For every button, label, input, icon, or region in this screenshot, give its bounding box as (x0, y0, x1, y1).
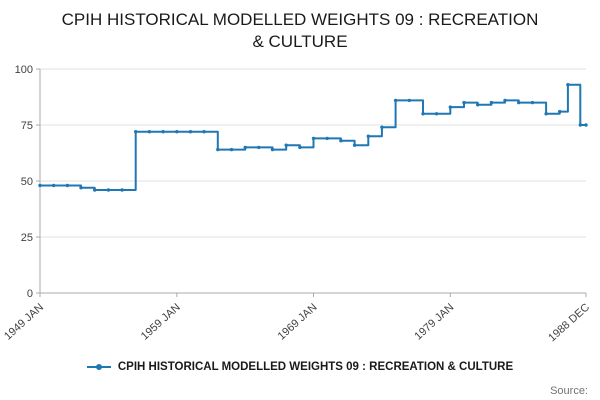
data-point-marker (476, 103, 480, 107)
data-point-marker (339, 139, 343, 143)
legend: CPIH HISTORICAL MODELLED WEIGHTS 09 : RE… (0, 361, 600, 373)
data-point-marker (517, 101, 521, 105)
data-point-marker (462, 101, 466, 105)
data-point-marker (38, 183, 42, 188)
data-point-marker (566, 83, 570, 87)
chart-title-line2: & CULTURE (252, 32, 348, 52)
y-tick-label: 25 (21, 232, 33, 244)
data-point-marker (544, 112, 548, 116)
data-point-marker (284, 143, 288, 148)
data-point-marker (503, 98, 507, 103)
data-point-marker (175, 130, 179, 134)
data-point-marker (216, 148, 220, 152)
data-point-marker (421, 112, 425, 116)
data-point-marker (65, 183, 70, 188)
chart-title: CPIH HISTORICAL MODELLED WEIGHTS 09 : RE… (0, 0, 600, 53)
data-point-marker (558, 110, 562, 114)
data-point-marker (448, 105, 452, 109)
x-tick-label: 1969 JAN (276, 301, 320, 342)
data-point-marker (120, 188, 124, 192)
data-point-marker (434, 112, 439, 116)
data-point-marker (325, 136, 329, 141)
data-point-marker (393, 98, 398, 103)
data-point-marker (93, 188, 97, 192)
data-point-marker (578, 123, 582, 127)
data-point-marker (52, 183, 56, 188)
data-point-marker (79, 186, 83, 190)
chart-title-line1: CPIH HISTORICAL MODELLED WEIGHTS 09 : RE… (61, 10, 539, 29)
data-point-marker (298, 145, 302, 150)
data-point-marker (530, 101, 535, 105)
source-label: Source: (550, 385, 588, 397)
data-point-marker (407, 98, 411, 103)
legend-line-marker-icon (86, 364, 111, 371)
x-tick-label: 1988 DEC (546, 301, 592, 344)
data-point-marker (366, 134, 370, 139)
data-point-marker (134, 130, 138, 134)
data-point-marker (147, 130, 152, 134)
data-point-marker (584, 123, 588, 127)
data-point-marker (106, 188, 111, 192)
x-tick-label: 1959 JAN (139, 301, 183, 342)
data-point-marker (311, 136, 316, 141)
y-tick-label: 75 (21, 120, 33, 132)
x-tick-label: 1949 JAN (2, 301, 46, 342)
data-point-marker (188, 130, 193, 134)
y-tick-label: 100 (15, 64, 33, 76)
data-point-marker (352, 143, 357, 148)
data-point-marker (257, 145, 261, 150)
y-tick-label: 50 (21, 176, 33, 188)
chart-area: 0 25 50 75 100 1949 JAN 1959 JAN 1969 JAN 1979 J… (2, 64, 592, 344)
data-point-marker (229, 148, 234, 152)
legend-label: CPIH HISTORICAL MODELLED WEIGHTS 09 : RE… (117, 361, 514, 374)
data-point-marker (489, 101, 494, 105)
data-point-marker (243, 145, 247, 150)
y-tick-label: 0 (27, 288, 33, 300)
data-point-marker (380, 125, 384, 130)
data-point-marker (270, 148, 275, 152)
x-tick-label: 1979 JAN (412, 301, 456, 342)
chart-container: 0 25 50 75 100 1949 JAN 1959 JAN 1969 JAN 1979 J… (0, 53, 600, 358)
data-point-marker (161, 130, 165, 134)
data-point-marker (202, 130, 206, 134)
